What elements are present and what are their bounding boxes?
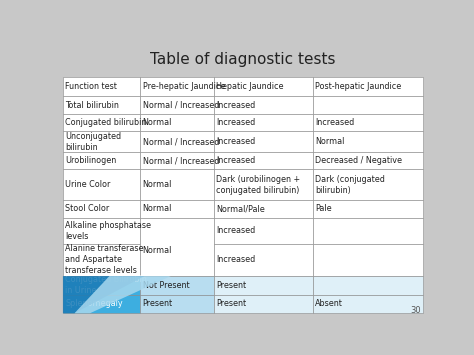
Text: Normal / Increased: Normal / Increased	[143, 101, 219, 110]
Polygon shape	[74, 276, 171, 313]
Bar	[313, 97, 423, 114]
Bar	[313, 131, 423, 152]
Text: Pale: Pale	[315, 204, 332, 213]
Text: Normal: Normal	[143, 204, 172, 213]
Text: Alkaline phosphatase
levels: Alkaline phosphatase levels	[65, 221, 151, 241]
Bar	[214, 114, 313, 131]
Bar	[313, 152, 423, 169]
Text: Increased: Increased	[216, 255, 255, 264]
Bar	[63, 169, 140, 200]
Text: Present: Present	[216, 281, 246, 290]
Bar	[140, 97, 214, 114]
Text: Absent: Absent	[315, 300, 343, 308]
Bar	[63, 114, 140, 131]
Text: Stool Color: Stool Color	[65, 204, 109, 213]
Bar	[313, 200, 423, 218]
Bar	[214, 131, 313, 152]
Text: Function test: Function test	[65, 82, 117, 91]
Bar	[313, 276, 423, 295]
Bar	[313, 244, 423, 276]
Text: Normal: Normal	[143, 180, 172, 189]
Bar	[214, 77, 313, 97]
Bar	[313, 77, 423, 97]
Bar	[63, 200, 140, 218]
Text: Normal / Increased: Normal / Increased	[143, 137, 219, 146]
Bar	[63, 218, 140, 244]
Bar	[140, 276, 214, 295]
Text: Increased: Increased	[216, 118, 255, 127]
Bar	[140, 169, 214, 200]
Bar	[214, 218, 313, 244]
Bar	[63, 244, 140, 276]
Text: Increased: Increased	[216, 226, 255, 235]
Text: Dark (urobilinogen +
conjugated bilirubin): Dark (urobilinogen + conjugated bilirubi…	[216, 175, 301, 195]
Text: Splenomegaly: Splenomegaly	[65, 300, 123, 308]
Text: Decreased / Negative: Decreased / Negative	[315, 156, 402, 165]
Polygon shape	[63, 276, 145, 313]
Bar	[140, 295, 214, 313]
Text: Increased: Increased	[216, 137, 255, 146]
Text: Unconjugated
bilirubin: Unconjugated bilirubin	[65, 132, 121, 152]
Text: Normal: Normal	[143, 118, 172, 127]
Text: Urobilinogen: Urobilinogen	[65, 156, 117, 165]
Text: Pre-hepatic Jaundice: Pre-hepatic Jaundice	[143, 82, 225, 91]
Bar	[140, 77, 214, 97]
Text: Urine Color: Urine Color	[65, 180, 110, 189]
Bar	[214, 97, 313, 114]
Bar	[313, 169, 423, 200]
Bar	[214, 152, 313, 169]
Bar	[313, 114, 423, 131]
Text: Not Present: Not Present	[143, 281, 189, 290]
Text: Increased: Increased	[315, 118, 355, 127]
Text: Normal: Normal	[315, 137, 345, 146]
Bar	[140, 152, 214, 169]
Text: 30: 30	[410, 306, 421, 315]
Bar	[140, 131, 214, 152]
Text: Table of diagnostic tests: Table of diagnostic tests	[150, 52, 336, 67]
Bar	[313, 295, 423, 313]
Text: Increased: Increased	[216, 156, 255, 165]
Text: Alanine transferase
and Aspartate
transferase levels: Alanine transferase and Aspartate transf…	[65, 244, 144, 275]
Bar	[63, 276, 140, 295]
Text: Normal / Increased: Normal / Increased	[143, 156, 219, 165]
Bar	[63, 152, 140, 169]
Bar	[140, 114, 214, 131]
Bar	[214, 295, 313, 313]
Text: Normal: Normal	[143, 246, 172, 255]
Bar	[214, 244, 313, 276]
Bar	[214, 169, 313, 200]
Bar	[140, 200, 214, 218]
Text: Dark (conjugated
bilirubin): Dark (conjugated bilirubin)	[315, 175, 385, 195]
Text: Conjugated Bilirubin
in Urine: Conjugated Bilirubin in Urine	[65, 275, 147, 295]
Text: Total bilirubin: Total bilirubin	[65, 101, 119, 110]
Bar	[214, 276, 313, 295]
Bar	[214, 200, 313, 218]
Text: Hepatic Jaundice: Hepatic Jaundice	[216, 82, 284, 91]
Bar	[313, 218, 423, 244]
Bar	[63, 131, 140, 152]
Bar	[63, 77, 140, 97]
Text: Normal/Pale: Normal/Pale	[216, 204, 265, 213]
Text: Present: Present	[216, 300, 246, 308]
Text: Present: Present	[143, 300, 173, 308]
Bar	[140, 218, 214, 276]
Text: Increased: Increased	[216, 101, 255, 110]
Bar	[63, 97, 140, 114]
Bar	[63, 295, 140, 313]
Text: Conjugated bilirubin: Conjugated bilirubin	[65, 118, 146, 127]
Text: Post-hepatic Jaundice: Post-hepatic Jaundice	[315, 82, 401, 91]
